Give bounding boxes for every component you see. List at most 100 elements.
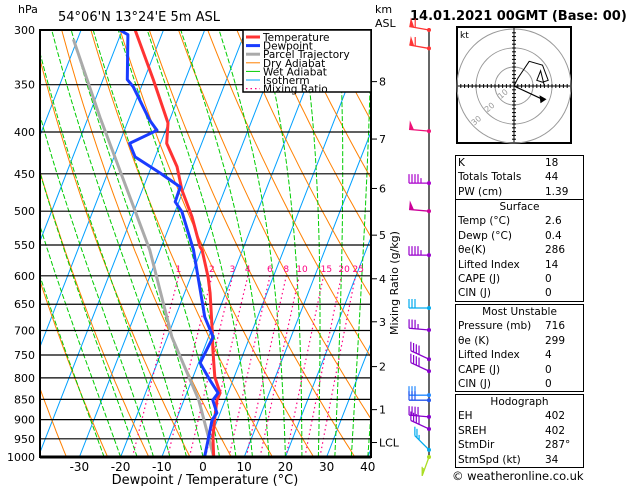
wind-barb — [408, 174, 431, 186]
wet-adiabat-line — [180, 30, 270, 457]
mixing-ratio-label: 1 — [176, 265, 182, 275]
wet-adiabat-line — [334, 30, 344, 457]
row-label: CAPE (J) — [458, 272, 501, 285]
wind-barb-staff — [410, 419, 430, 430]
table-row: PW (cm) 1.39 — [456, 185, 583, 199]
table-row: Pressure (mb) 716 — [456, 319, 583, 333]
wind-barb-dot — [427, 447, 431, 452]
wet-adiabat-line — [40, 113, 155, 457]
row-value: 4 — [545, 349, 552, 362]
wind-barb — [408, 299, 431, 311]
row-value: 0 — [545, 272, 552, 285]
table-row: θe (K) 299 — [456, 334, 583, 348]
legend-entry: Temperature — [262, 32, 330, 44]
table-row: CIN (J) 0 — [456, 286, 583, 300]
wind-barb-staff — [409, 25, 430, 31]
parcel-trajectory — [71, 38, 216, 457]
wet-adiabat-line — [260, 30, 303, 457]
table-row: SREH 402 — [456, 424, 583, 438]
wet-adiabat-line — [350, 30, 371, 457]
wind-barb-dot — [427, 357, 431, 362]
table-row: CIN (J) 0 — [456, 377, 583, 391]
wind-barb-staff — [410, 362, 430, 372]
wind-barb — [408, 246, 431, 258]
mixing-ratio-axis-label: Mixing Ratio (g/kg) — [388, 231, 401, 335]
isotherm-line — [202, 30, 370, 457]
row-label: SREH — [458, 424, 487, 437]
row-value: 299 — [545, 334, 566, 347]
hodograph-panel: Hodograph EH 402 SREH 402 StmDir 287° StmSpd (k… — [455, 394, 584, 468]
table-row: K 18 — [456, 156, 583, 170]
row-label: Totals Totals — [458, 171, 522, 184]
row-label: θe(K) — [458, 244, 486, 257]
table-row: StmDir 287° — [456, 438, 583, 452]
wind-barb — [414, 426, 431, 452]
isotherm-line — [284, 236, 371, 457]
row-value: 44 — [545, 171, 559, 184]
mixing-ratio-label: 20 — [338, 265, 350, 275]
row-value: 14 — [545, 258, 559, 271]
row-value: 0.4 — [545, 229, 562, 242]
dry-adiabat-line — [294, 30, 371, 180]
row-label: StmDir — [458, 439, 495, 452]
x-tick-label: 40 — [360, 460, 375, 474]
wind-barb-dot — [427, 253, 431, 258]
pressure-tick-label: 300 — [14, 24, 35, 37]
dewpoint-line-group — [119, 30, 220, 457]
table-row: Dewp (°C) 0.4 — [456, 229, 583, 243]
isotherm-line — [161, 30, 329, 457]
mixing-ratio-label: 4 — [245, 265, 251, 275]
wind-barb — [410, 411, 431, 431]
wind-barb — [408, 391, 431, 403]
legend-entry: Parcel Trajectory — [263, 49, 350, 61]
wind-barb-pennant — [409, 35, 415, 46]
height-tick-label: 1 — [379, 404, 386, 417]
row-value: 0 — [545, 287, 552, 300]
isotherm-line — [40, 30, 206, 454]
table-row: Totals Totals 44 — [456, 170, 583, 184]
mixing-ratio-line — [228, 275, 271, 457]
table-row: StmSpd (kt) 34 — [456, 453, 583, 467]
pressure-tick-label: 450 — [14, 168, 35, 181]
temperature-line-group — [133, 30, 222, 457]
wind-barb-pennant — [409, 17, 415, 28]
height-tick-label: 3 — [379, 316, 386, 329]
height-tick-label: 4 — [379, 273, 386, 286]
legend-entry: Dewpoint — [263, 41, 313, 53]
mixing-ratio-label: 15 — [321, 265, 332, 275]
row-label: Temp (°C) — [458, 215, 511, 228]
wind-barb — [409, 17, 431, 32]
height-tick-label: LCL — [379, 437, 400, 450]
wind-barb-dot — [427, 28, 431, 32]
surface-panel: Surface Temp (°C) 2.6 Dewp (°C) 0.4 θe(K) 286 L… — [455, 199, 584, 302]
mixing-ratio-label: 8 — [283, 265, 289, 275]
x-tick-label: 0 — [199, 460, 207, 474]
x-tick-label: -10 — [152, 460, 172, 474]
parcel-trajectory-group — [71, 38, 216, 457]
row-value: 34 — [545, 453, 559, 466]
wind-barb — [421, 455, 431, 477]
wind-barb-dot — [427, 414, 431, 419]
wind-barb-staff — [414, 435, 430, 451]
wind-barb-dot — [427, 426, 431, 431]
x-tick-label: 20 — [278, 460, 293, 474]
pressure-tick-label: 500 — [14, 205, 35, 218]
row-label: EH — [458, 410, 473, 423]
height-tick-label: 2 — [379, 361, 386, 374]
km-unit-label: km — [375, 3, 392, 16]
row-label: K — [458, 157, 465, 169]
indices-panel: K 18 Totals Totals 44 PW (cm) 1.39 — [455, 155, 584, 201]
mixing-ratio-label: 3 — [230, 265, 236, 275]
dry-adiabat-line — [40, 387, 67, 457]
pressure-tick-label: 650 — [14, 298, 35, 311]
pressure-tick-label: 400 — [14, 126, 35, 139]
pressure-tick-label: 550 — [14, 239, 35, 252]
wind-barb-dot — [427, 209, 431, 214]
row-label: CAPE (J) — [458, 363, 501, 376]
x-tick-label: 10 — [237, 460, 252, 474]
wet-adiabat-line — [301, 30, 321, 457]
height-tick-label: 5 — [379, 229, 386, 242]
wind-barb — [410, 341, 431, 362]
